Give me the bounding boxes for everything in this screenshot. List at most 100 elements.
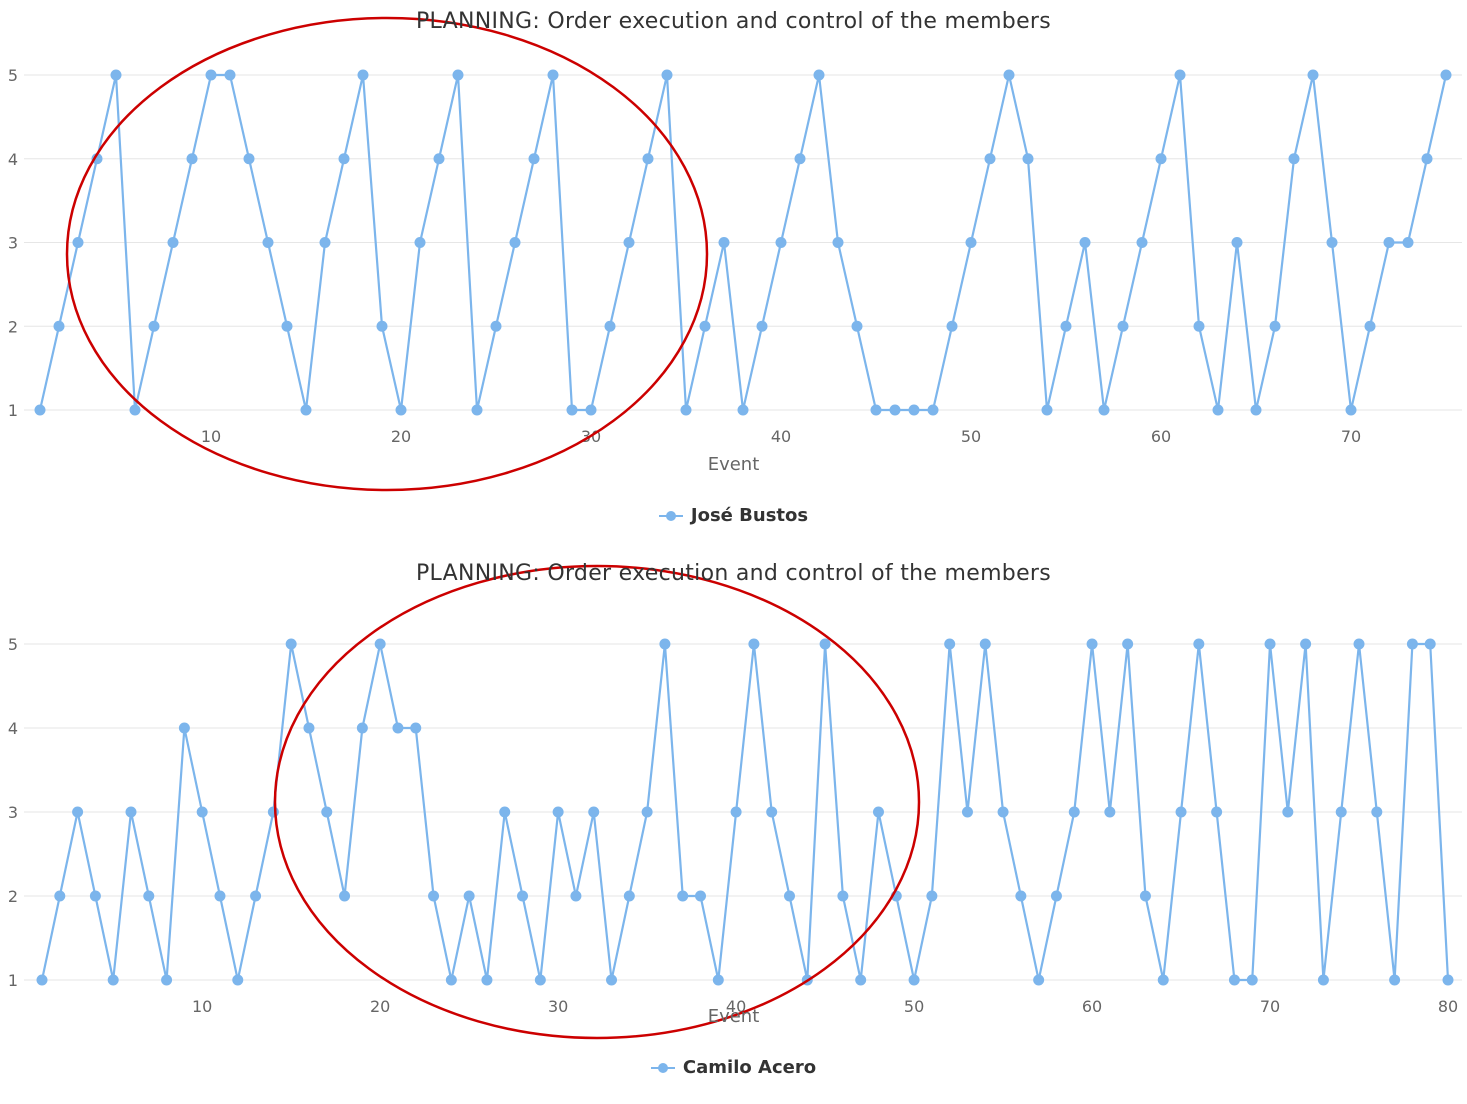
data-point[interactable]: [509, 237, 521, 248]
data-point[interactable]: [680, 404, 692, 416]
data-point[interactable]: [1326, 237, 1338, 248]
data-point[interactable]: [908, 974, 920, 986]
data-point[interactable]: [1174, 69, 1186, 81]
data-point[interactable]: [224, 69, 236, 81]
data-point[interactable]: [1250, 404, 1262, 416]
data-point[interactable]: [53, 320, 65, 332]
data-point[interactable]: [1003, 69, 1015, 81]
data-point[interactable]: [178, 722, 190, 734]
data-point[interactable]: [129, 404, 141, 416]
data-point[interactable]: [445, 974, 457, 986]
data-point[interactable]: [1060, 320, 1072, 332]
data-point[interactable]: [1117, 320, 1129, 332]
data-point[interactable]: [961, 806, 973, 818]
data-point[interactable]: [872, 806, 884, 818]
data-point[interactable]: [186, 153, 198, 165]
data-point[interactable]: [659, 638, 671, 650]
data-point[interactable]: [148, 320, 160, 332]
data-point[interactable]: [737, 404, 749, 416]
data-point[interactable]: [1389, 974, 1401, 986]
data-point[interactable]: [1228, 974, 1240, 986]
data-point[interactable]: [1086, 638, 1098, 650]
data-point[interactable]: [1307, 69, 1319, 81]
data-point[interactable]: [471, 404, 483, 416]
data-point[interactable]: [357, 69, 369, 81]
data-point[interactable]: [72, 806, 84, 818]
data-point[interactable]: [528, 153, 540, 165]
data-point[interactable]: [395, 404, 407, 416]
data-point[interactable]: [374, 638, 386, 650]
data-point[interactable]: [585, 404, 597, 416]
data-point[interactable]: [1193, 638, 1205, 650]
data-point[interactable]: [89, 890, 101, 902]
data-point[interactable]: [1288, 153, 1300, 165]
data-point[interactable]: [1098, 404, 1110, 416]
data-point[interactable]: [376, 320, 388, 332]
data-point[interactable]: [1175, 806, 1187, 818]
data-point[interactable]: [1269, 320, 1281, 332]
legend[interactable]: José Bustos: [0, 505, 1467, 526]
data-point[interactable]: [927, 404, 939, 416]
data-point[interactable]: [1264, 638, 1276, 650]
data-point[interactable]: [1364, 320, 1376, 332]
data-point[interactable]: [463, 890, 475, 902]
data-point[interactable]: [677, 890, 689, 902]
data-point[interactable]: [414, 237, 426, 248]
data-point[interactable]: [775, 237, 787, 248]
data-point[interactable]: [161, 974, 173, 986]
data-point[interactable]: [1050, 890, 1062, 902]
data-point[interactable]: [1246, 974, 1258, 986]
data-point[interactable]: [499, 806, 511, 818]
data-point[interactable]: [1371, 806, 1383, 818]
data-point[interactable]: [1033, 974, 1045, 986]
data-point[interactable]: [1022, 153, 1034, 165]
data-point[interactable]: [232, 974, 244, 986]
data-point[interactable]: [997, 806, 1009, 818]
data-point[interactable]: [534, 974, 546, 986]
data-point[interactable]: [699, 320, 711, 332]
data-point[interactable]: [321, 806, 333, 818]
data-point[interactable]: [730, 806, 742, 818]
data-point[interactable]: [756, 320, 768, 332]
data-point[interactable]: [428, 890, 440, 902]
data-point[interactable]: [1231, 237, 1243, 248]
data-point[interactable]: [433, 153, 445, 165]
data-point[interactable]: [1335, 806, 1347, 818]
data-point[interactable]: [1345, 404, 1357, 416]
data-point[interactable]: [946, 320, 958, 332]
data-point[interactable]: [851, 320, 863, 332]
data-point[interactable]: [72, 237, 84, 248]
data-point[interactable]: [1136, 237, 1148, 248]
data-point[interactable]: [36, 974, 48, 986]
data-point[interactable]: [965, 237, 977, 248]
data-point[interactable]: [339, 890, 351, 902]
data-point[interactable]: [813, 69, 825, 81]
data-point[interactable]: [356, 722, 368, 734]
data-point[interactable]: [979, 638, 991, 650]
data-point[interactable]: [1300, 638, 1312, 650]
data-point[interactable]: [889, 404, 901, 416]
data-point[interactable]: [490, 320, 502, 332]
data-point[interactable]: [604, 320, 616, 332]
data-point[interactable]: [661, 69, 673, 81]
data-point[interactable]: [1015, 890, 1027, 902]
data-point[interactable]: [748, 638, 760, 650]
data-point[interactable]: [452, 69, 464, 81]
data-point[interactable]: [91, 153, 103, 165]
data-point[interactable]: [794, 153, 806, 165]
data-point[interactable]: [695, 890, 707, 902]
data-point[interactable]: [1212, 404, 1224, 416]
data-point[interactable]: [262, 237, 274, 248]
data-point[interactable]: [1211, 806, 1223, 818]
data-point[interactable]: [1442, 974, 1454, 986]
data-point[interactable]: [1383, 237, 1395, 248]
data-point[interactable]: [718, 237, 730, 248]
data-point[interactable]: [517, 890, 529, 902]
data-point[interactable]: [1104, 806, 1116, 818]
data-point[interactable]: [1317, 974, 1329, 986]
data-point[interactable]: [34, 404, 46, 416]
data-point[interactable]: [1068, 806, 1080, 818]
data-point[interactable]: [1406, 638, 1418, 650]
data-point[interactable]: [1424, 638, 1436, 650]
data-point[interactable]: [196, 806, 208, 818]
